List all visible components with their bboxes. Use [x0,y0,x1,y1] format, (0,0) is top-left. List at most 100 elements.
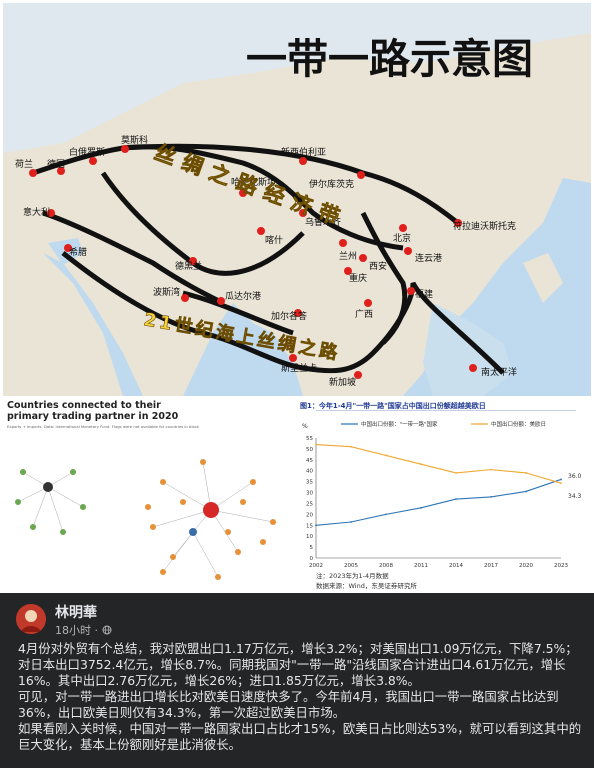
trading-partner-network: Countries connected to their primary tra… [3,398,293,593]
x-tick-label: 2011 [414,563,428,569]
city-dot [294,309,302,317]
series-1-point [525,490,527,493]
y-tick-label: 55 [306,436,313,442]
city-label: 瓜达尔港 [225,290,261,302]
city-dot [404,247,412,255]
y-tick-label: 0 [310,556,314,562]
city-dot [364,299,372,307]
map-title: 一带一路示意图 [246,35,533,83]
city-dot [354,371,362,379]
city-dot [47,209,55,217]
sea-south [423,303,513,396]
author-name[interactable]: 林明華 [55,605,97,621]
maritime-road-line [61,251,505,375]
series-2-point [385,454,387,457]
avatar-image [16,604,46,634]
land-arctic [3,3,591,153]
post-paragraph: 如果看刚入关时候，中国对一带一路国家出口占比才15%，欧美日占比则达53%，就可… [18,721,582,752]
city-label: 伊尔库茨克 [309,178,354,190]
city-dot [299,157,307,165]
post-card [0,593,594,768]
network-title: Countries connected to their primary tra… [7,400,178,422]
city-dot [121,145,129,153]
line-chart-svg: % 中国出口份额："一带一路"国家 中国出口份额：美欧日 0 5 10 15 20 25 3… [302,410,582,569]
city-label: 德黑兰 [175,260,202,272]
city-dot [181,294,189,302]
x-tick-label: 2020 [519,563,533,569]
series-2-point [560,482,562,485]
series-1-point [385,513,387,516]
chart-title: 图1：今年1-4月"一带一路"国家占中国出口份额超越美欧日 [300,402,486,410]
y-tick-label: 30 [306,491,313,497]
city-dot [57,167,65,175]
end-label-series-1: 36.0 [568,473,582,480]
post-paragraph: 4月份对外贸有个总结，我对欧盟出口1.17万亿元，增长3.2%；对美国出口1.0… [18,641,578,688]
city-label: 北京 [393,232,411,244]
city-dot [407,287,415,295]
end-label-series-2: 34.3 [568,493,582,500]
y-tick-label: 5 [310,545,314,551]
series-2-point [315,443,317,446]
city-dot [357,171,365,179]
city-dot [299,209,307,217]
post-paragraph: 可见，对一带一路进出口增长比对欧美日速度快多了。今年前4月，我国出口一带一路国家… [18,689,559,720]
export-share-chart: 图1：今年1-4月"一带一路"国家占中国出口份额超越美欧日 % 中国出口份额："… [296,398,591,593]
post-meta: 18小时 · [55,622,112,638]
city-label: 连云港 [415,252,442,264]
author-avatar[interactable] [16,604,46,634]
series-2-point [455,472,457,474]
germany-node [43,482,53,492]
city-dot [217,297,225,305]
city-label: 意大利 [23,206,50,218]
x-tick-label: 2002 [309,563,323,569]
x-tick-label: 2023 [554,563,568,569]
city-label: 乌鲁木齐 [305,216,341,228]
series-1-point [490,496,492,498]
x-tick-label: 2008 [379,563,393,569]
city-label: 福建 [415,288,433,300]
city-label: 白俄罗斯 [69,146,105,158]
south-belt-line [42,210,225,306]
x-tick-label: 2005 [344,563,358,569]
y-tick-label: 40 [306,469,313,475]
city-label: 新西伯利亚 [281,146,326,158]
post-time[interactable]: 18小时 [55,624,91,637]
legend-label-2: 中国出口份额：美欧日 [491,420,546,428]
city-dot [89,157,97,165]
series-2-point [525,472,527,474]
lower-panels: Countries connected to their primary tra… [3,398,591,593]
sea-med [48,238,83,265]
city-label: 斯里兰卡 [281,362,317,374]
city-label: 喀什 [265,234,283,246]
city-labels: 荷兰 德国 白俄罗斯 莫斯科 新西伯利亚 哈萨克斯坦 伊尔库茨克 乌鲁木齐 北京… [15,134,517,388]
x-tick-label: 2017 [484,563,498,569]
city-label: 重庆 [349,272,367,284]
city-dot [399,224,407,232]
city-dot [359,254,367,262]
gwadar-route-line [182,290,294,336]
series-1-point [420,506,422,509]
city-label: 南太平洋 [481,366,517,378]
city-label: 希腊 [69,246,87,258]
city-markers [29,145,477,379]
network-title-line1: Countries connected to their [7,400,161,411]
silk-road-belt-line [32,144,404,251]
chart-legend: 中国出口份额："一带一路"国家 中国出口份额：美欧日 [341,420,546,428]
city-label: 兰州 [339,250,357,262]
city-label: 莫斯科 [121,134,148,146]
network-title-line2: primary trading partner in 2020 [7,411,179,422]
city-label: 广西 [355,308,373,320]
city-label: 新加坡 [329,376,356,388]
china-node [203,502,219,518]
city-dot [469,364,477,372]
land-japan [523,253,563,303]
city-dot [339,239,347,247]
series-2-point [490,468,492,471]
series-1-point [560,478,562,481]
series-1-point [315,524,317,527]
chart-series [315,443,562,527]
post-image[interactable]: 荷兰 德国 白俄罗斯 莫斯科 新西伯利亚 哈萨克斯坦 伊尔库茨克 乌鲁木齐 北京… [0,0,594,593]
y-tick-label: 15 [306,523,313,529]
network-edges [17,461,274,578]
legend-label-1: 中国出口份额："一带一路"国家 [361,420,438,428]
